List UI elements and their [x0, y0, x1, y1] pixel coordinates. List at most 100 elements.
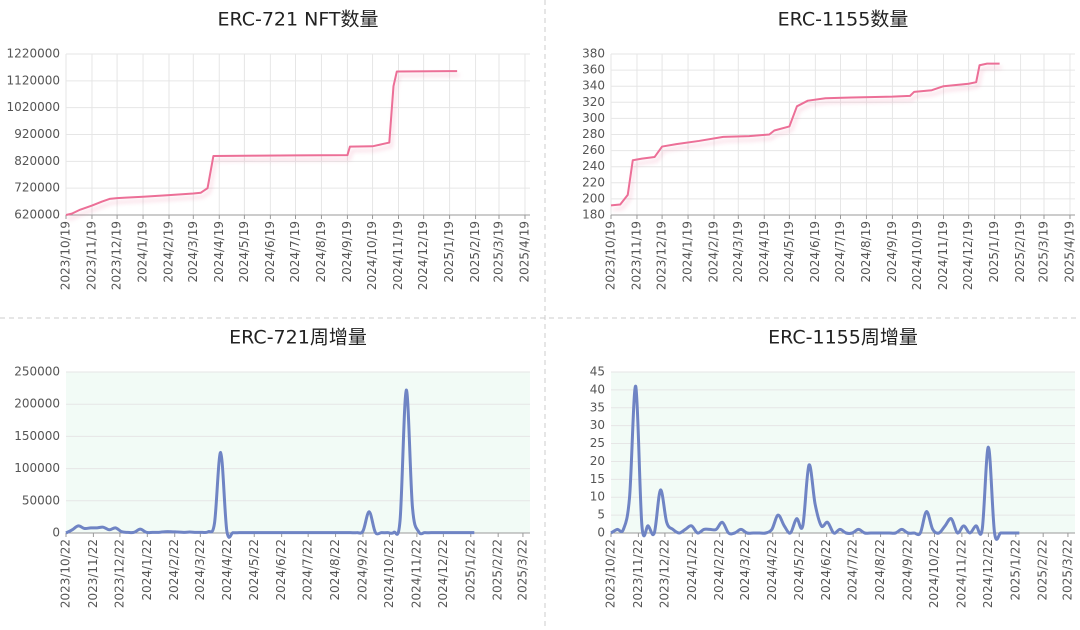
x-tick-label: 2024/10/19 [910, 221, 924, 290]
x-tick-label: 2024/1/22 [685, 539, 699, 601]
y-tick-label: 0 [52, 526, 60, 540]
y-tick-label: 220 [582, 175, 605, 189]
x-tick-label: 2024/5/19 [782, 221, 796, 283]
y-tick-label: 150000 [14, 429, 60, 443]
y-tick-label: 320 [582, 95, 605, 109]
x-tick-label: 2025/3/19 [492, 221, 506, 283]
x-tick-label: 2024/7/19 [833, 221, 847, 283]
x-tick-label: 2024/5/22 [247, 539, 261, 601]
x-tick-label: 2024/12/19 [416, 221, 430, 290]
y-tick-label: 45 [590, 365, 605, 379]
x-tick-label: 2024/4/19 [757, 221, 771, 283]
x-tick-label: 2024/1/22 [140, 539, 154, 601]
y-tick-label: 25 [590, 436, 605, 450]
x-tick-label: 2024/3/19 [731, 221, 745, 283]
y-tick-label: 1120000 [7, 73, 60, 87]
x-tick-label: 2024/12/19 [961, 221, 975, 290]
chart-title: ERC-721周增量 [229, 327, 367, 349]
y-tick-label: 360 [582, 63, 605, 77]
y-tick-label: 300 [582, 111, 605, 125]
x-tick-label: 2024/8/22 [328, 539, 342, 601]
x-tick-label: 2025/2/22 [491, 539, 505, 601]
x-tick-label: 2025/1/19 [442, 221, 456, 283]
y-tick-label: 340 [582, 79, 605, 93]
series-line [610, 384, 1020, 541]
x-tick-label: 2024/2/19 [162, 221, 176, 283]
x-tick-label: 2024/8/19 [314, 221, 328, 283]
x-tick-label: 2024/3/22 [738, 539, 752, 601]
y-tick-label: 10 [590, 490, 605, 504]
x-tick-label: 2024/2/22 [167, 539, 181, 601]
y-tick-label: 15 [590, 472, 605, 486]
y-tick-label: 260 [582, 143, 605, 157]
y-tick-label: 280 [582, 127, 605, 141]
y-tick-label: 920000 [14, 127, 60, 141]
x-tick-label: 2025/2/19 [468, 221, 482, 283]
y-tick-label: 40 [590, 382, 605, 396]
y-tick-label: 240 [582, 159, 605, 173]
x-tick-label: 2024/5/19 [237, 221, 251, 283]
x-tick-label: 2023/11/19 [629, 221, 643, 290]
x-tick-label: 2025/4/19 [1062, 221, 1076, 283]
x-tick-label: 2024/10/19 [365, 221, 379, 290]
x-tick-label: 2024/1/19 [681, 221, 695, 283]
x-tick-label: 2024/6/19 [263, 221, 277, 283]
x-tick-label: 2024/12/22 [981, 539, 995, 608]
y-tick-label: 5 [597, 508, 605, 522]
y-tick-label: 1220000 [7, 47, 60, 61]
y-tick-label: 200 [582, 191, 605, 205]
x-tick-label: 2023/10/19 [59, 221, 73, 290]
x-tick-label: 2025/2/22 [1036, 539, 1050, 601]
x-tick-label: 2025/1/19 [987, 221, 1001, 283]
x-tick-label: 2024/11/22 [409, 539, 423, 608]
x-tick-label: 2025/4/19 [517, 221, 531, 283]
y-tick-label: 820000 [14, 154, 60, 168]
x-tick-label: 2024/11/19 [936, 221, 950, 290]
x-tick-label: 2024/7/19 [288, 221, 302, 283]
x-tick-label: 2024/1/19 [136, 221, 150, 283]
y-tick-label: 720000 [14, 181, 60, 195]
y-tick-label: 380 [582, 47, 605, 61]
x-tick-label: 2024/11/19 [391, 221, 405, 290]
x-tick-label: 2023/10/22 [604, 539, 618, 608]
x-tick-label: 2024/3/19 [186, 221, 200, 283]
x-tick-label: 2024/6/22 [819, 539, 833, 601]
x-tick-label: 2024/2/22 [712, 539, 726, 601]
x-tick-label: 2025/3/22 [1060, 539, 1074, 601]
y-tick-label: 200000 [14, 397, 60, 411]
x-tick-label: 2024/12/22 [436, 539, 450, 608]
series-line [65, 388, 475, 539]
y-tick-label: 30 [590, 418, 605, 432]
x-tick-label: 2024/8/22 [873, 539, 887, 601]
plot-background [66, 372, 530, 533]
x-tick-label: 2024/9/22 [900, 539, 914, 601]
x-tick-label: 2024/7/22 [301, 539, 315, 601]
x-tick-label: 2024/4/22 [765, 539, 779, 601]
x-tick-label: 2024/3/22 [193, 539, 207, 601]
x-tick-label: 2025/3/19 [1037, 221, 1051, 283]
x-tick-label: 2023/12/22 [112, 539, 126, 608]
x-tick-label: 2023/10/19 [604, 221, 618, 290]
chart-title: ERC-1155周增量 [768, 327, 918, 349]
y-tick-label: 50000 [22, 493, 60, 507]
x-tick-label: 2024/9/19 [340, 221, 354, 283]
plot-background [611, 372, 1075, 533]
x-tick-label: 2024/4/19 [212, 221, 226, 283]
series-line [610, 62, 1000, 207]
x-tick-label: 2024/7/22 [846, 539, 860, 601]
x-tick-label: 2024/10/22 [927, 539, 941, 608]
x-tick-label: 2024/8/19 [859, 221, 873, 283]
x-tick-label: 2025/3/22 [515, 539, 529, 601]
y-tick-label: 0 [597, 526, 605, 540]
x-tick-label: 2023/12/19 [110, 221, 124, 290]
y-tick-label: 35 [590, 400, 605, 414]
x-tick-label: 2023/12/19 [655, 221, 669, 290]
x-tick-label: 2024/9/22 [355, 539, 369, 601]
x-tick-label: 2025/1/22 [463, 539, 477, 601]
x-tick-label: 2023/11/22 [86, 539, 100, 608]
x-tick-label: 2025/1/22 [1008, 539, 1022, 601]
y-tick-label: 1020000 [7, 100, 60, 114]
x-tick-label: 2024/2/19 [707, 221, 721, 283]
x-tick-label: 2024/4/22 [220, 539, 234, 601]
